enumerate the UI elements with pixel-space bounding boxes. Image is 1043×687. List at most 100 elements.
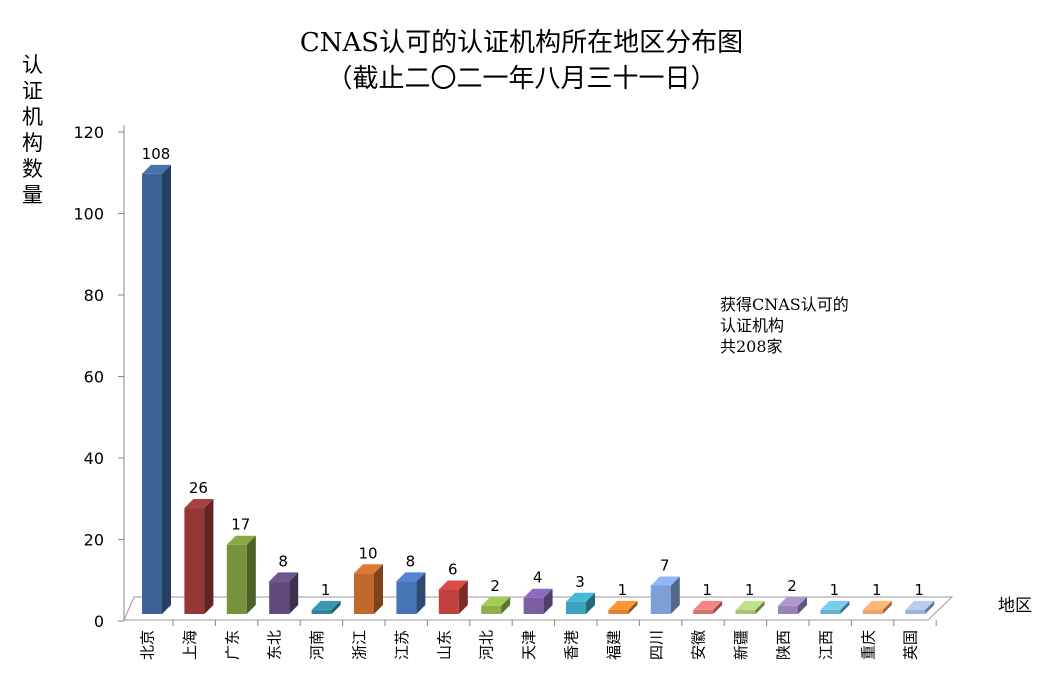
data-label: 7 — [660, 556, 670, 574]
chart-title: CNAS认可的认证机构所在地区分布图 — [299, 28, 744, 58]
data-label: 8 — [278, 552, 288, 570]
bar-top — [693, 600, 723, 610]
bar-top — [142, 164, 171, 174]
y-tick-label: 20 — [84, 531, 104, 550]
bar-side — [246, 535, 256, 614]
data-label: 1 — [745, 581, 755, 599]
bar-front — [311, 609, 332, 614]
bar-side — [670, 576, 680, 614]
y-tick-label: 100 — [73, 205, 104, 224]
bar-front — [608, 609, 629, 614]
x-tick-label: 福建 — [605, 630, 623, 660]
chart-subtitle: （截止二〇二一年八月三十一日） — [326, 64, 717, 94]
data-label: 1 — [321, 581, 331, 599]
bar-top — [184, 499, 214, 509]
data-label: 17 — [231, 516, 250, 534]
bar-side — [162, 164, 171, 614]
x-tick-label: 新疆 — [732, 630, 750, 660]
y-tick-label: 60 — [84, 368, 104, 387]
bar-top — [269, 572, 299, 582]
bar-side — [374, 564, 383, 614]
x-tick-label: 山东 — [435, 630, 453, 660]
data-label: 26 — [189, 479, 208, 497]
bar-side — [713, 600, 723, 614]
bar-top — [608, 600, 638, 610]
data-label: 1 — [830, 581, 840, 599]
x-tick-label: 四川 — [647, 630, 665, 660]
bar-side — [331, 600, 341, 614]
bar-front — [862, 609, 883, 614]
x-tick-label: 安徽 — [690, 630, 708, 660]
data-label: 6 — [448, 561, 458, 579]
data-label: 1 — [618, 581, 628, 599]
bar-side — [458, 580, 468, 614]
data-label: 1 — [914, 581, 924, 599]
y-tick-label: 80 — [84, 286, 104, 305]
bar-top — [905, 600, 935, 610]
bar-side — [798, 596, 807, 614]
bar-side — [628, 600, 638, 614]
x-tick-label: 东北 — [266, 630, 284, 660]
x-tick-label: 英国 — [902, 630, 920, 660]
y-tick-label: 0 — [94, 612, 104, 631]
bar-side — [586, 592, 595, 614]
x-tick-label: 河北 — [478, 630, 496, 660]
bar-front — [438, 589, 459, 614]
x-tick-label: 天津 — [520, 630, 538, 660]
bar-top — [566, 592, 595, 602]
x-axis-label: 地区 — [998, 596, 1032, 616]
bar-top — [226, 535, 256, 545]
bar-top — [354, 564, 383, 574]
bar-front — [269, 581, 290, 614]
bar-front — [778, 605, 798, 614]
bar-top — [820, 600, 850, 610]
bar-front — [523, 597, 544, 614]
bar-side — [840, 600, 850, 614]
bar-front — [693, 609, 714, 614]
bar-top — [523, 588, 553, 598]
y-tick-label: 120 — [73, 123, 104, 142]
x-tick-label: 北京 — [139, 630, 157, 660]
bar-side — [755, 600, 765, 614]
bar-side — [501, 596, 511, 614]
x-tick-label: 河南 — [308, 630, 326, 660]
data-label: 10 — [358, 544, 377, 562]
bar-front — [481, 605, 502, 614]
bar-front — [905, 609, 926, 614]
bar-front — [735, 609, 756, 614]
data-label: 2 — [787, 577, 797, 595]
x-tick-label: 上海 — [181, 630, 199, 660]
bar-front — [566, 601, 586, 614]
data-label: 2 — [490, 577, 500, 595]
bar-front — [354, 573, 374, 614]
bar-top — [650, 576, 680, 586]
bar-side — [882, 600, 892, 614]
x-tick-label: 浙江 — [351, 630, 369, 660]
bar-side — [204, 499, 214, 614]
bar-top — [778, 596, 807, 606]
x-tick-label: 广东 — [223, 630, 241, 660]
bar-front — [142, 173, 162, 614]
bar-top — [481, 596, 511, 606]
bar-front — [396, 581, 417, 614]
data-label: 4 — [533, 569, 543, 587]
x-tick-label: 重庆 — [859, 630, 877, 660]
x-tick-label: 江苏 — [393, 630, 411, 660]
data-label: 108 — [142, 145, 171, 163]
x-tick-label: 香港 — [563, 630, 581, 660]
data-label: 3 — [575, 573, 585, 591]
y-axis-label: 认证机构数量 — [22, 53, 43, 207]
bar-side — [925, 600, 935, 614]
y-tick-label: 40 — [84, 449, 104, 468]
bar-front — [226, 544, 247, 614]
bar-front — [650, 585, 671, 614]
x-tick-label: 江西 — [817, 630, 835, 660]
bar-top — [438, 580, 468, 590]
bar-top — [735, 600, 765, 610]
data-label: 8 — [406, 552, 416, 570]
bar-side — [416, 572, 426, 614]
data-label: 1 — [702, 581, 712, 599]
data-label: 1 — [872, 581, 882, 599]
